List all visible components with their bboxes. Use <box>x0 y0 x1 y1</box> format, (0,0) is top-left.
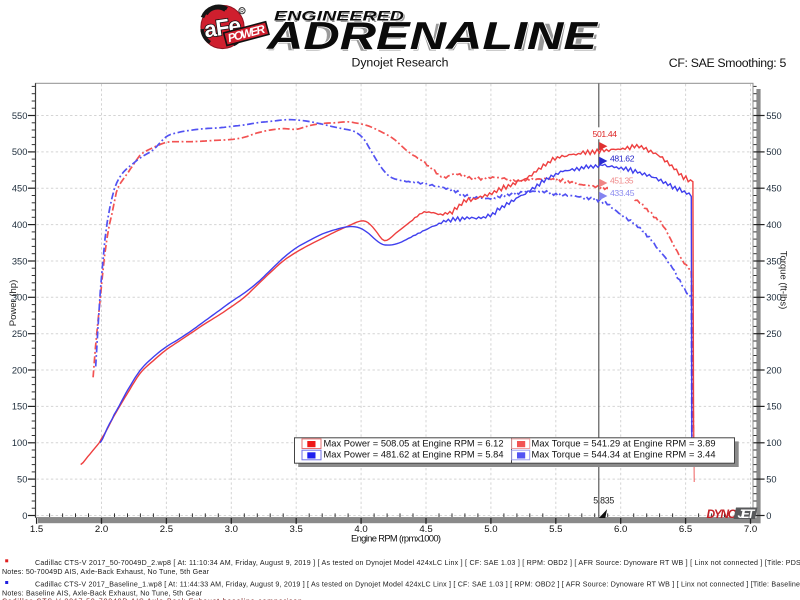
svg-text:400: 400 <box>12 220 28 230</box>
svg-text:501.44: 501.44 <box>593 129 618 139</box>
svg-text:R: R <box>240 9 244 15</box>
svg-text:100: 100 <box>766 438 782 448</box>
svg-text:Power (hp): Power (hp) <box>8 280 19 326</box>
svg-text:Torque (ft-lbs): Torque (ft-lbs) <box>778 251 789 310</box>
svg-text:400: 400 <box>766 220 782 230</box>
svg-text:451.35: 451.35 <box>610 176 634 186</box>
svg-text:5.5: 5.5 <box>549 524 562 535</box>
svg-text:5.835: 5.835 <box>593 496 614 506</box>
svg-text:433.45: 433.45 <box>610 188 635 198</box>
svg-text:100: 100 <box>12 438 28 448</box>
svg-text:Max Torque = 544.34 at Engine: Max Torque = 544.34 at Engine RPM = 3.44 <box>532 450 716 460</box>
svg-text:250: 250 <box>766 329 782 339</box>
svg-text:4.0: 4.0 <box>354 524 367 535</box>
svg-text:50: 50 <box>766 474 776 484</box>
svg-text:0: 0 <box>22 511 27 521</box>
svg-text:ADRENALINE: ADRENALINE <box>268 16 600 59</box>
svg-text:250: 250 <box>12 329 28 339</box>
svg-text:Notes: 50-70049D AIS, Axle-Bac: Notes: 50-70049D AIS, Axle-Back Exhaust,… <box>2 568 210 576</box>
svg-text:200: 200 <box>12 365 28 375</box>
svg-text:450: 450 <box>12 184 28 194</box>
svg-text:Max Power = 508.05 at Engine R: Max Power = 508.05 at Engine RPM = 6.12 <box>324 439 504 449</box>
svg-text:ENGINEERED: ENGINEERED <box>274 9 404 24</box>
svg-text:3.0: 3.0 <box>225 524 238 535</box>
svg-text:350: 350 <box>12 256 28 266</box>
svg-text:200: 200 <box>766 365 782 375</box>
svg-text:Cadillac CTS-V 2017_50-70049D_: Cadillac CTS-V 2017_50-70049D_2.wp8 [ At… <box>35 559 800 567</box>
svg-text:4.5: 4.5 <box>419 524 432 535</box>
svg-text:1.5: 1.5 <box>30 524 43 535</box>
svg-text:500: 500 <box>12 147 28 157</box>
svg-text:3.5: 3.5 <box>290 524 303 535</box>
svg-text:50: 50 <box>17 474 27 484</box>
svg-text:6.0: 6.0 <box>614 524 627 535</box>
svg-text:150: 150 <box>766 402 782 412</box>
svg-text:550: 550 <box>766 111 782 121</box>
svg-text:2.5: 2.5 <box>160 524 173 535</box>
svg-text:300: 300 <box>12 293 28 303</box>
svg-text:DYNO: DYNO <box>707 507 738 521</box>
svg-text:Cadillac CTS-V 2017_Baseline_1: Cadillac CTS-V 2017_Baseline_1.wp8 [ At:… <box>35 581 800 589</box>
svg-text:350: 350 <box>766 256 782 266</box>
svg-text:0: 0 <box>766 511 771 521</box>
svg-text:6.5: 6.5 <box>679 524 692 535</box>
svg-text:Notes: Baseline AIS, Axle-Back: Notes: Baseline AIS, Axle-Back Exhaust, … <box>2 590 203 598</box>
svg-text:Max Torque = 541.29 at Engine: Max Torque = 541.29 at Engine RPM = 3.89 <box>532 439 716 449</box>
svg-text:2.0: 2.0 <box>95 524 108 535</box>
svg-text:Engine RPM (rpmx1000): Engine RPM (rpmx1000) <box>351 533 441 544</box>
svg-text:ENGINEERED: ENGINEERED <box>275 10 405 25</box>
svg-text:CF: SAE Smoothing: 5: CF: SAE Smoothing: 5 <box>669 56 787 70</box>
svg-text:450: 450 <box>766 184 782 194</box>
svg-text:7.0: 7.0 <box>744 524 757 535</box>
svg-text:JET: JET <box>738 507 757 521</box>
svg-text:550: 550 <box>12 111 28 121</box>
svg-text:150: 150 <box>12 402 28 412</box>
svg-text:481.62: 481.62 <box>610 154 635 164</box>
svg-text:5.0: 5.0 <box>484 524 497 535</box>
svg-text:Cadillac CTS-V 2017 50-70049D: Cadillac CTS-V 2017 50-70049D AIS Axle-B… <box>2 598 302 600</box>
svg-text:300: 300 <box>766 293 782 303</box>
svg-text:Max Power = 481.62 at Engine R: Max Power = 481.62 at Engine RPM = 5.84 <box>324 450 504 460</box>
svg-text:ADRENALINE: ADRENALINE <box>266 15 599 58</box>
svg-text:500: 500 <box>766 147 782 157</box>
svg-text:Dynojet Research: Dynojet Research <box>352 56 449 70</box>
